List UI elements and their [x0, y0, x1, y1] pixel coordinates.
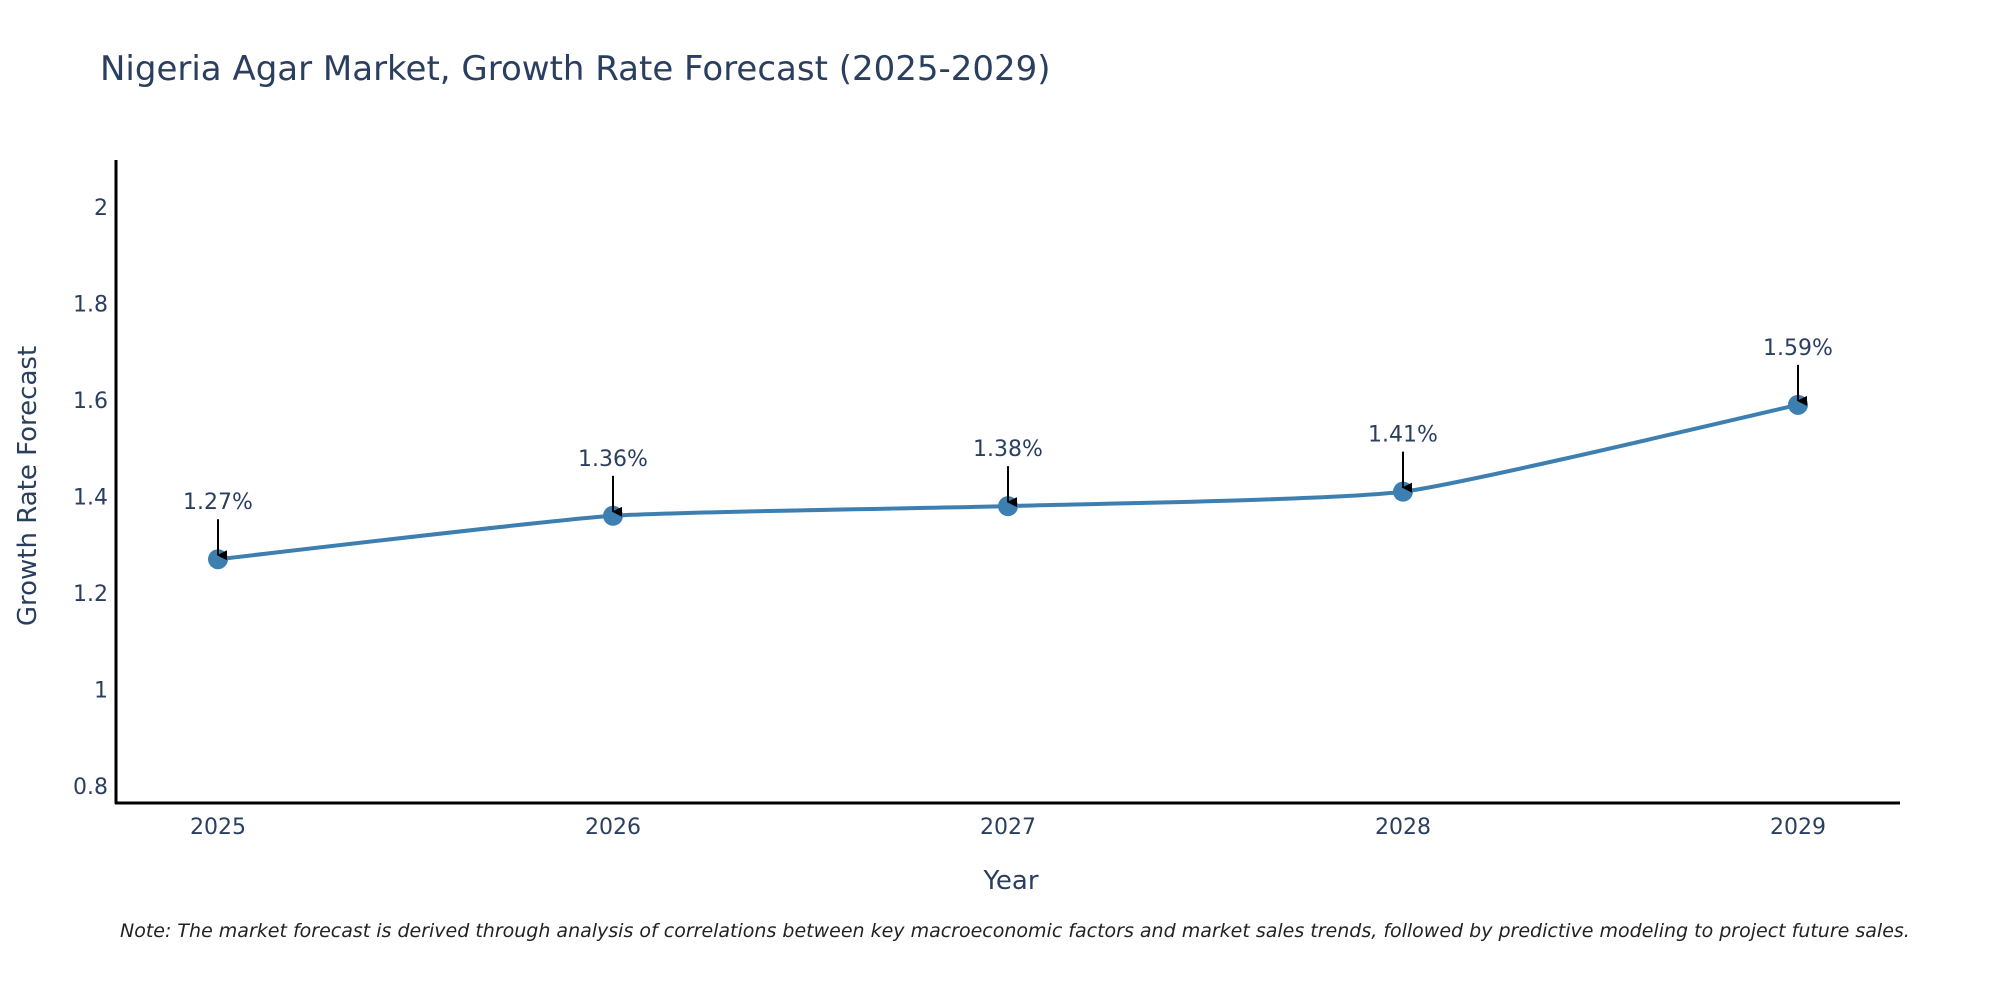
y-axis-title: Growth Rate Forecast [13, 346, 43, 626]
chart-note: Note: The market forecast is derived thr… [120, 920, 1910, 942]
plot-area: 0.8 1 1.2 1.4 1.6 1.8 2 2025 2026 2027 2028 2029 1.2… [73, 160, 1900, 840]
x-tick-label: 2025 [190, 815, 246, 840]
x-axis-title: Year [982, 866, 1038, 896]
x-tick-label: 2028 [1375, 815, 1431, 840]
x-tick-label: 2026 [585, 815, 641, 840]
x-tick-label: 2029 [1770, 815, 1826, 840]
y-tick-label: 0.8 [73, 775, 108, 800]
y-tick-label: 1.6 [73, 389, 108, 414]
chart-title: Nigeria Agar Market, Growth Rate Forecas… [100, 49, 1051, 89]
data-label: 1.36% [578, 447, 648, 472]
x-tick-label: 2027 [980, 815, 1036, 840]
data-label: 1.41% [1368, 423, 1438, 448]
y-tick-label: 2 [94, 196, 108, 221]
data-label: 1.27% [183, 490, 253, 515]
data-label: 1.38% [973, 437, 1043, 462]
y-tick-label: 1 [94, 679, 108, 704]
y-tick-label: 1.2 [73, 582, 108, 607]
data-label: 1.59% [1763, 336, 1833, 361]
y-tick-label: 1.8 [73, 293, 108, 318]
y-tick-label: 1.4 [73, 486, 108, 511]
